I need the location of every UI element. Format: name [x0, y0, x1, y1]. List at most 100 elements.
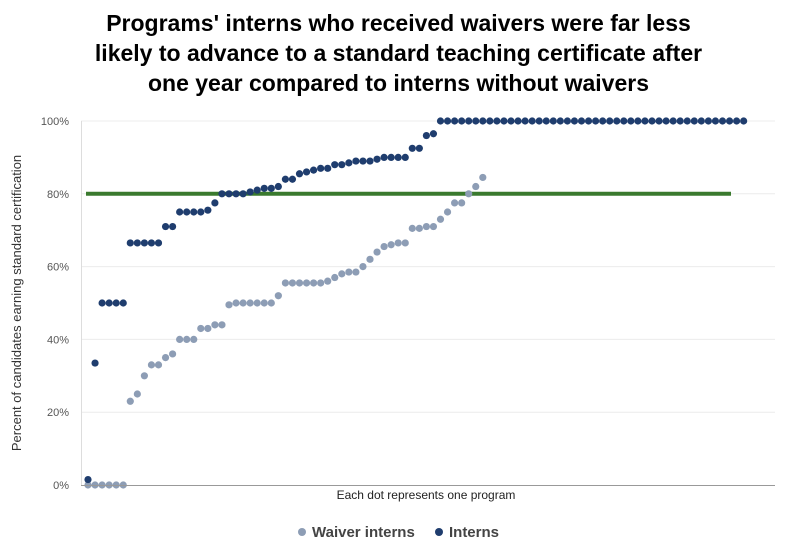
- dot-interns: [620, 117, 628, 125]
- legend-item-waiver-interns: Waiver interns: [298, 524, 415, 541]
- y-tick-label: 100%: [41, 116, 69, 128]
- dot-waiver-interns: [302, 279, 311, 287]
- dot-interns: [549, 117, 557, 125]
- dot-interns: [84, 475, 92, 484]
- dot-interns: [225, 190, 233, 198]
- dot-interns: [584, 117, 593, 125]
- dot-interns: [373, 155, 381, 163]
- dot-interns: [394, 153, 402, 161]
- dot-interns: [324, 164, 332, 172]
- dot-waiver-interns: [422, 222, 430, 231]
- dot-interns: [641, 117, 649, 125]
- dot-interns: [676, 117, 684, 125]
- dot-interns: [98, 299, 106, 307]
- dot-waiver-interns: [161, 354, 170, 362]
- dot-interns: [133, 239, 141, 247]
- dot-interns: [718, 117, 727, 125]
- dot-interns: [281, 175, 289, 183]
- dot-interns: [310, 166, 318, 174]
- dot-waiver-interns: [345, 268, 353, 276]
- dot-waiver-interns: [380, 242, 388, 251]
- dot-interns: [204, 206, 212, 214]
- dot-interns: [154, 239, 163, 247]
- dot-interns: [112, 299, 120, 307]
- dot-interns: [690, 117, 698, 125]
- y-tick-label: 0%: [53, 480, 69, 492]
- dot-waiver-interns: [324, 277, 332, 285]
- x-axis-label: Each dot represents one program: [337, 488, 516, 502]
- y-axis-label: Percent of candidates earning standard c…: [9, 155, 24, 451]
- dot-waiver-interns: [310, 279, 318, 287]
- dot-interns: [260, 184, 268, 192]
- dot-waiver-interns: [225, 301, 233, 309]
- dot-interns: [169, 222, 177, 231]
- dot-interns: [528, 117, 536, 125]
- dot-waiver-interns: [274, 292, 282, 300]
- dot-interns: [592, 117, 600, 125]
- dot-interns: [415, 144, 423, 152]
- dot-interns: [733, 117, 741, 125]
- dot-interns: [253, 186, 261, 194]
- y-tick-label: 20%: [47, 407, 69, 419]
- dot-interns: [147, 239, 156, 247]
- dot-waiver-interns: [465, 190, 473, 198]
- dot-waiver-interns: [401, 239, 409, 247]
- dot-interns: [429, 130, 438, 138]
- dot-interns: [500, 117, 508, 125]
- dot-waiver-interns: [373, 248, 381, 256]
- dot-interns: [697, 117, 705, 125]
- dot-waiver-interns: [133, 390, 141, 398]
- dot-interns: [479, 117, 487, 125]
- dot-waiver-interns: [239, 299, 247, 307]
- dot-waiver-interns: [394, 239, 402, 247]
- dot-interns: [662, 117, 670, 125]
- dot-interns: [634, 117, 642, 125]
- dot-interns: [338, 161, 346, 169]
- dot-interns: [443, 117, 452, 125]
- dot-waiver-interns: [169, 350, 177, 358]
- chart-title-line-2: likely to advance to a standard teaching…: [94, 40, 703, 66]
- dot-interns: [711, 117, 720, 125]
- dot-interns: [535, 117, 543, 125]
- dot-interns: [239, 190, 247, 198]
- dot-waiver-interns: [331, 273, 339, 282]
- dot-interns: [232, 190, 240, 198]
- dot-interns: [563, 117, 572, 125]
- dot-interns: [683, 117, 691, 125]
- dot-waiver-interns: [211, 321, 219, 329]
- dot-interns: [521, 117, 529, 125]
- dot-interns: [627, 117, 635, 125]
- dot-waiver-interns: [176, 335, 184, 343]
- dot-interns: [161, 222, 170, 231]
- chart-title-line-3: one year compared to interns without wai…: [147, 70, 649, 96]
- dot-waiver-interns: [295, 279, 304, 287]
- dot-waiver-interns: [253, 299, 261, 307]
- legend-label-interns: Interns: [448, 524, 499, 541]
- dot-waiver-interns: [267, 299, 275, 307]
- dot-interns: [119, 299, 127, 307]
- y-tick-label: 60%: [47, 262, 69, 274]
- dot-interns: [140, 239, 148, 247]
- dot-interns: [183, 208, 191, 216]
- dot-interns: [295, 170, 304, 178]
- dot-interns: [542, 117, 550, 125]
- dot-interns: [599, 117, 607, 125]
- dot-waiver-interns: [246, 299, 254, 307]
- dot-interns: [725, 117, 734, 125]
- y-tick-label: 40%: [47, 334, 69, 346]
- series-waiver-interns: [84, 173, 487, 489]
- dot-interns: [176, 208, 184, 216]
- dot-interns: [507, 117, 515, 125]
- dot-waiver-interns: [197, 324, 205, 333]
- dot-interns: [387, 153, 395, 161]
- dot-interns: [302, 168, 311, 176]
- dot-interns: [246, 188, 254, 196]
- dot-interns: [436, 117, 445, 125]
- dot-waiver-interns: [183, 335, 191, 343]
- dot-waiver-interns: [443, 208, 452, 216]
- dot-waiver-interns: [472, 182, 480, 191]
- dot-interns: [472, 117, 480, 125]
- dot-waiver-interns: [415, 224, 423, 232]
- dot-interns: [190, 208, 198, 216]
